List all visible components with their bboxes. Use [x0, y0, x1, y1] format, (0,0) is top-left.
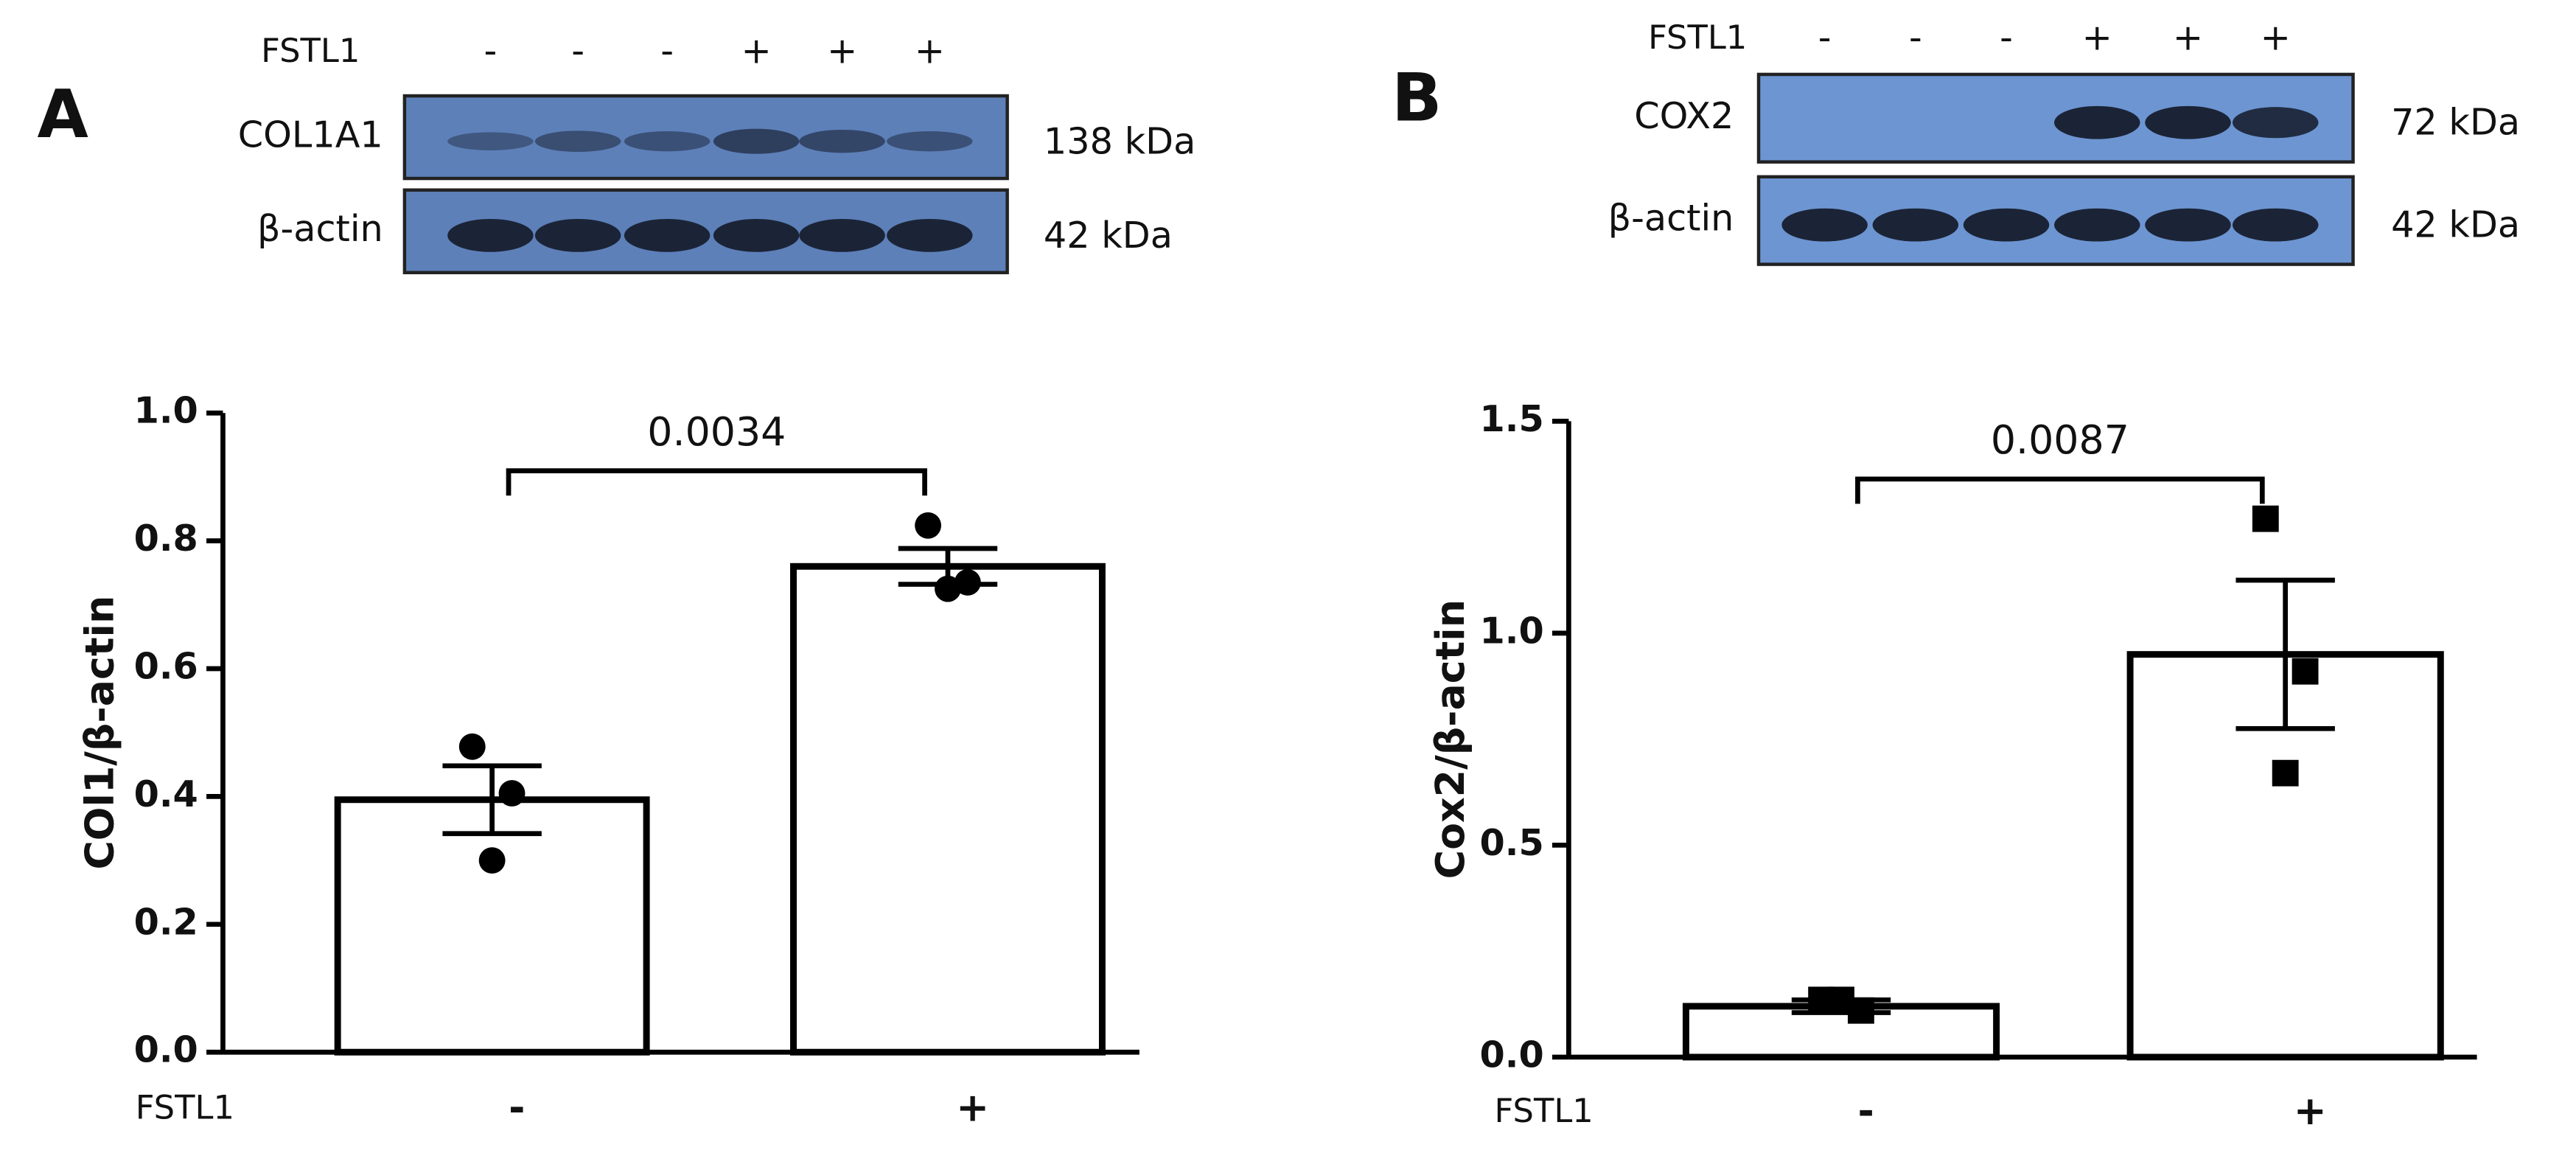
y-tick-label: 0.0	[134, 1028, 198, 1071]
blot-band	[1963, 208, 2050, 242]
blot-band	[624, 130, 711, 152]
blot-row-label: β-actin	[1608, 197, 1734, 240]
y-axis-label: Cox2/β-actin	[1427, 599, 1473, 879]
blot-size-label: 138 kDa	[1044, 120, 1195, 163]
y-tick-label: 0.5	[1479, 821, 1543, 864]
x-axis-label: FSTL1	[136, 1088, 234, 1127]
blot-band	[1781, 208, 1868, 242]
y-tick-label: 0.2	[134, 900, 198, 943]
blot-band	[799, 129, 885, 153]
blot-band	[2054, 105, 2140, 139]
x-tick-label: -	[509, 1084, 525, 1130]
lane-sign: +	[915, 29, 945, 72]
blot-band	[2145, 105, 2231, 139]
blot-band	[887, 130, 973, 152]
panel-letter: A	[37, 77, 88, 153]
lane-sign: +	[827, 29, 857, 72]
significance-bracket	[506, 468, 927, 496]
data-point	[2252, 505, 2279, 532]
x-tick-label: +	[2294, 1087, 2327, 1134]
bar	[334, 796, 650, 1056]
lane-sign: -	[571, 29, 584, 72]
x-axis-label: FSTL1	[1495, 1091, 1594, 1130]
significance-bracket	[1855, 476, 2265, 504]
blot-size-label: 42 kDa	[1044, 214, 1173, 257]
data-point	[1828, 986, 1854, 1014]
blot-band	[799, 218, 885, 252]
panel-letter: B	[1392, 60, 1442, 136]
y-axis-label: COl1/β-actin	[77, 596, 123, 870]
blot-row-label: COX2	[1634, 94, 1734, 137]
lane-sign: +	[2173, 15, 2203, 58]
y-tick-label: 0.8	[134, 517, 198, 560]
blot-size-label: 42 kDa	[2391, 203, 2520, 246]
data-point	[458, 733, 486, 760]
lane-sign: +	[2261, 15, 2291, 58]
blot-row-label: β-actin	[257, 207, 383, 250]
x-tick-label: -	[1857, 1087, 1874, 1134]
blot-band	[534, 218, 621, 252]
p-value: 0.0034	[647, 408, 786, 455]
y-tick-label: 1.0	[134, 389, 198, 432]
blot-band	[713, 128, 800, 154]
data-point	[954, 569, 981, 596]
data-point	[2291, 658, 2319, 685]
data-point	[935, 575, 961, 602]
y-tick-label: 0.4	[134, 773, 198, 815]
data-point	[478, 847, 506, 874]
lane-sign: -	[1818, 15, 1832, 58]
blot-band	[1872, 208, 1959, 242]
lane-sign: -	[1909, 15, 1922, 58]
blot-band	[2145, 208, 2231, 242]
blot-size-label: 72 kDa	[2391, 101, 2520, 144]
y-tick-label: 1.5	[1479, 397, 1543, 440]
lane-sign: -	[2000, 15, 2013, 58]
bar	[790, 562, 1106, 1056]
lane-sign: +	[741, 29, 771, 72]
x-tick-label: +	[956, 1084, 989, 1130]
blot-band	[2233, 208, 2319, 242]
p-value: 0.0087	[1991, 417, 2129, 463]
data-point	[2272, 759, 2299, 787]
y-tick-label: 1.0	[1479, 609, 1543, 652]
blot-row-label: COL1A1	[238, 114, 383, 156]
blot-band	[2233, 107, 2319, 139]
blot-band	[534, 130, 621, 152]
data-point	[498, 780, 526, 807]
blot-band	[2054, 208, 2140, 242]
lane-sign: -	[484, 29, 498, 72]
blot-band	[624, 218, 711, 252]
blot-band	[887, 218, 973, 252]
y-tick-label: 0.0	[1479, 1033, 1543, 1076]
blot-band	[713, 218, 800, 252]
treatment-label: FSTL1	[261, 31, 360, 70]
y-tick-label: 0.6	[134, 645, 198, 688]
lane-sign: +	[2082, 15, 2112, 58]
data-point	[915, 512, 942, 539]
blot-band	[447, 132, 534, 150]
treatment-label: FSTL1	[1648, 18, 1747, 57]
lane-sign: -	[660, 29, 674, 72]
blot-band	[447, 218, 534, 252]
